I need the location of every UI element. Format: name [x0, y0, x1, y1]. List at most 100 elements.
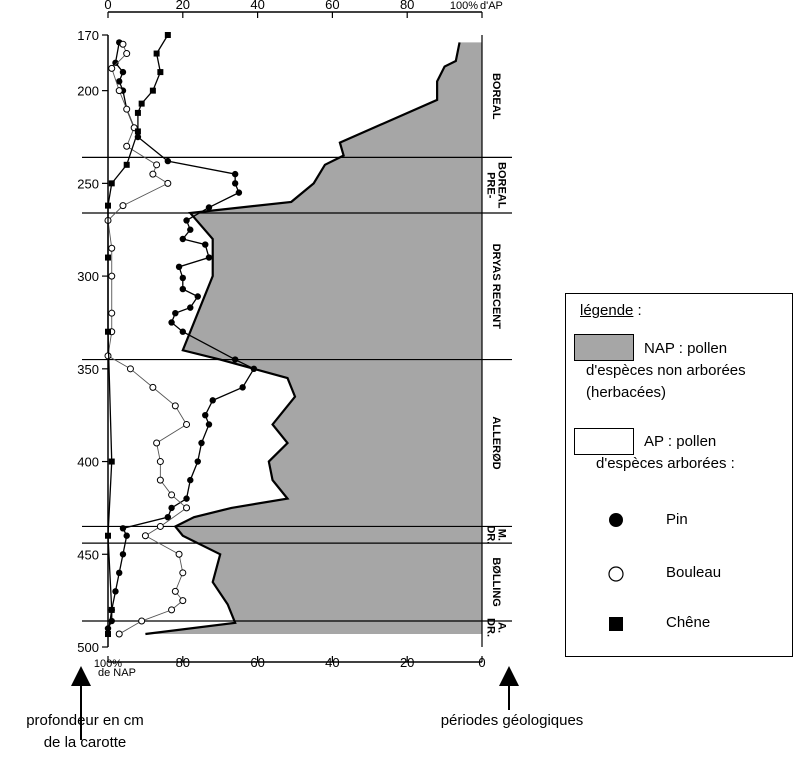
bouleau-point-28	[175, 550, 183, 558]
pin-point-39	[123, 532, 130, 539]
chene-point-0	[164, 32, 171, 38]
chene-point-7	[123, 161, 130, 168]
legend: légende : NAP : pollen d'espèces non arb…	[565, 293, 793, 657]
left-caption: profondeur en cm de la carotte	[0, 710, 170, 754]
pin-point-19	[179, 274, 186, 282]
bouleau-point-7	[153, 161, 161, 169]
bouleau-point-21	[153, 439, 161, 447]
period-label-6: DR. A.	[485, 618, 508, 637]
pin-point-41	[116, 569, 123, 577]
pin-point-38	[119, 525, 127, 532]
pin-point-35	[183, 495, 190, 502]
bouleau-point-4	[123, 105, 131, 113]
top-tick-label-3: 60	[325, 0, 339, 12]
bottom-tick-label-5: 0	[478, 655, 485, 670]
bouleau-point-1	[123, 50, 131, 58]
bouleau-point-3	[115, 87, 123, 95]
nap-label-3: (herbacées)	[586, 384, 667, 401]
period-text-1-0: PRE-	[485, 172, 497, 199]
pin-point-15	[179, 235, 186, 243]
legend-title: légende :	[580, 302, 642, 319]
top-tick-label-1: 20	[176, 0, 190, 12]
bouleau-point-17	[126, 365, 134, 373]
chene-point-11	[105, 328, 111, 335]
bouleau-point-13	[108, 272, 116, 280]
chene-point-9	[105, 202, 111, 209]
bouleau-line	[107, 44, 188, 635]
chene-point-2	[157, 69, 164, 76]
period-text-3-0: ALLERØD	[490, 416, 502, 469]
bottom-tick-label-0: 100%	[94, 658, 122, 670]
bouleau-point-10	[119, 202, 127, 210]
chene-point-10	[105, 254, 111, 261]
pin-point-32	[198, 439, 205, 447]
left-caption-line1: profondeur en cm	[26, 712, 144, 729]
pin-point-21	[194, 293, 201, 300]
period-text-6-0: DR.	[485, 618, 497, 637]
chene-point-1	[153, 50, 160, 57]
chene-line	[107, 34, 169, 635]
chene-point-12	[108, 458, 115, 465]
pin-point-24	[168, 319, 175, 326]
pin-point-8	[164, 157, 172, 165]
y-tick-label-250: 250	[77, 176, 99, 191]
nap-swatch	[574, 334, 634, 361]
legend-chene: Chêne	[666, 614, 711, 631]
period-text-0-0: BOREAL	[490, 73, 502, 120]
bouleau-point-25	[183, 504, 191, 512]
bottom-tick-label-2: 60	[250, 655, 264, 670]
bouleau-point-18	[149, 383, 157, 391]
left-caption-line2: de la carotte	[43, 734, 127, 751]
chene-point-5	[134, 109, 141, 116]
bouleau-point-33	[138, 617, 146, 625]
pin-point-25	[179, 328, 186, 335]
top-tick-label-2: 40	[250, 0, 264, 12]
period-text-2-0: DRYAS RECENT	[490, 244, 502, 330]
top-tick-label-0: 0	[104, 0, 111, 12]
period-text-4-1: M.	[496, 529, 508, 541]
period-label-0: BOREAL	[490, 73, 502, 120]
pin-point-10	[231, 180, 239, 187]
pin-point-31	[205, 421, 213, 428]
y-tick-label-200: 200	[77, 84, 99, 99]
bouleau-point-2	[108, 64, 116, 72]
pin-point-13	[183, 217, 190, 224]
bouleau-point-34	[115, 630, 123, 638]
bottom-tick-label-4: 20	[400, 655, 414, 670]
top-tick-label-5: 100%	[450, 0, 478, 12]
bouleau-point-23	[156, 476, 164, 484]
bouleau-point-24	[168, 491, 176, 499]
period-text-5-0: BØLLING	[490, 557, 502, 607]
pin-point-30	[202, 411, 209, 419]
pin-point-40	[119, 551, 127, 558]
period-text-1-1: BOREAL	[496, 162, 508, 209]
top-axis-unit: d'AP	[480, 0, 503, 12]
bouleau-point-32	[168, 606, 176, 614]
legend-pin: Pin	[666, 511, 688, 528]
chene-point-15	[105, 631, 111, 638]
bouleau-point-9	[164, 179, 172, 187]
pin-point-34	[187, 476, 194, 484]
nap-area	[145, 42, 482, 635]
period-text-4-0: DR.	[485, 525, 497, 544]
chene-point-6	[134, 128, 141, 135]
bouleau-point-27	[141, 532, 149, 540]
pin-point-12	[205, 204, 213, 211]
pin-point-28	[239, 384, 246, 391]
pin-point-33	[194, 458, 201, 465]
pin-point-3	[116, 78, 123, 85]
bottom-tick-label-3: 40	[325, 655, 339, 670]
pin-point-22	[187, 304, 194, 311]
pin-point-9	[231, 170, 239, 178]
bouleau-marker-icon	[608, 566, 624, 582]
nap-label-1: NAP : pollen	[644, 340, 728, 357]
pin-point-29	[209, 397, 216, 404]
period-label-5: BØLLING	[490, 557, 502, 607]
pin-line	[107, 42, 255, 629]
chene-point-4	[138, 100, 145, 107]
pin-point-1	[112, 59, 119, 67]
bouleau-point-22	[156, 458, 164, 466]
chene-point-3	[149, 87, 156, 94]
pin-point-16	[202, 241, 209, 248]
